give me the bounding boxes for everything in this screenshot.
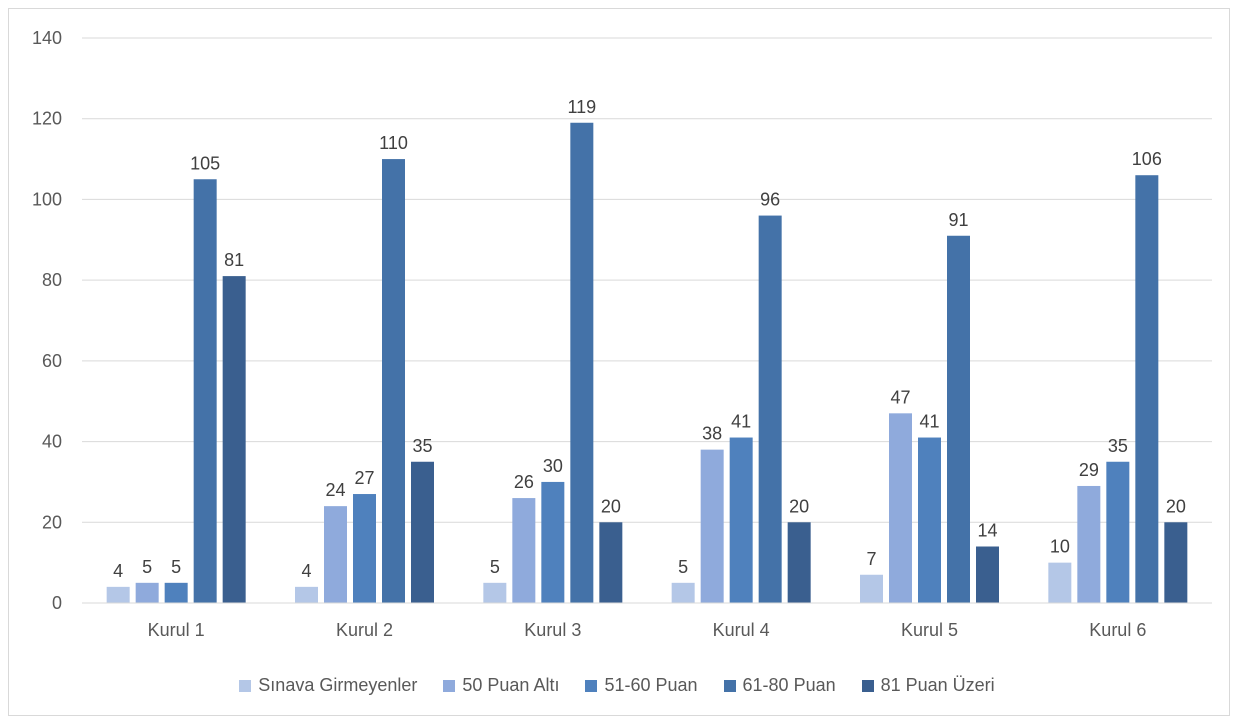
bar [700,449,724,603]
data-label: 5 [678,557,688,577]
data-label: 26 [514,472,534,492]
data-label: 4 [113,561,123,581]
data-label: 5 [490,557,500,577]
legend-label: 81 Puan Üzeri [880,675,995,695]
bar [1106,461,1130,603]
bar [193,179,217,603]
x-tick-label: Kurul 4 [713,620,770,640]
bar [947,235,970,603]
bar [1135,175,1159,603]
legend-swatch [585,679,598,692]
legend-item: 61-80 Puan [723,675,836,696]
data-label: 4 [301,561,311,581]
bar [222,276,246,603]
data-label: 96 [760,190,780,210]
data-label: 20 [1166,496,1186,516]
bar [411,461,434,603]
bar [541,481,565,603]
x-tick-label: Kurul 3 [524,620,581,640]
data-label: 38 [702,424,722,444]
bar [787,522,811,603]
bar [512,498,536,603]
data-label: 119 [567,97,596,117]
bar [976,546,999,603]
bar [671,582,695,603]
y-tick-label: 40 [42,432,62,452]
legend-item: 51-60 Puan [585,675,698,696]
data-label: 35 [412,436,432,456]
bar [353,494,376,603]
bar [1048,562,1072,603]
bar [570,122,594,603]
data-label: 20 [789,496,809,516]
bar [758,215,782,604]
y-tick-label: 80 [42,270,62,290]
legend-label: Sınava Girmeyenler [258,675,418,695]
y-tick-label: 60 [42,351,62,371]
data-label: 10 [1050,537,1070,557]
y-tick-label: 140 [32,28,62,48]
legend-label: 51-60 Puan [604,675,698,695]
data-label: 81 [224,250,244,270]
legend-swatch [861,679,874,692]
legend-label: 61-80 Puan [742,675,836,695]
y-tick-label: 120 [32,109,62,129]
legend-swatch [239,679,252,692]
bar [860,574,883,603]
y-tick-label: 20 [42,512,62,532]
data-label: 106 [1132,149,1162,169]
bar [295,586,318,603]
bar [729,437,753,603]
legend-item: 81 Puan Üzeri [861,675,995,696]
bar [106,586,130,603]
data-label: 20 [601,496,621,516]
bar [483,582,507,603]
chart-legend: Sınava Girmeyenler 50 Puan Altı 51-60 Puan… [0,675,1234,696]
legend-label: 50 Puan Altı [462,675,560,695]
data-label: 110 [379,133,408,153]
bar [1077,485,1101,603]
data-label: 5 [171,557,181,577]
bar [382,159,405,604]
y-tick-label: 100 [32,189,62,209]
legend-swatch [723,679,736,692]
legend-item: 50 Puan Altı [443,675,559,696]
bar [135,582,159,603]
data-label: 47 [890,387,910,407]
legend-item: Sınava Girmeyenler [239,675,417,696]
bar [324,506,347,603]
x-tick-label: Kurul 6 [1089,620,1146,640]
bar [599,522,623,603]
bar [918,437,941,603]
data-label: 41 [731,412,751,432]
data-label: 14 [977,521,997,541]
bar [1164,522,1188,603]
x-tick-label: Kurul 1 [148,620,205,640]
data-label: 5 [142,557,152,577]
y-tick-label: 0 [52,593,62,613]
data-label: 41 [919,412,939,432]
bar [164,582,188,603]
data-label: 30 [543,456,563,476]
data-label: 24 [325,480,345,500]
data-label: 91 [948,210,968,230]
x-tick-label: Kurul 2 [336,620,393,640]
legend-swatch [443,679,456,692]
bar [889,413,912,603]
data-label: 29 [1079,460,1099,480]
data-label: 27 [354,468,374,488]
data-label: 7 [866,549,876,569]
data-label: 105 [190,153,220,173]
x-tick-label: Kurul 5 [901,620,958,640]
data-label: 35 [1108,436,1128,456]
